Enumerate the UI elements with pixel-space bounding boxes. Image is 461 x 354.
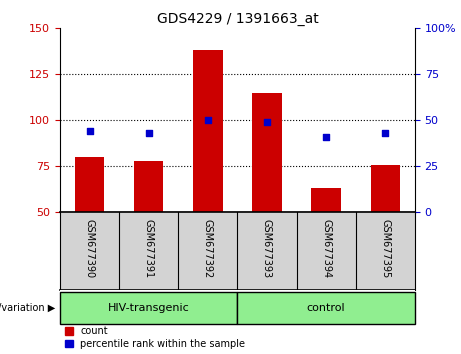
Text: genotype/variation ▶: genotype/variation ▶	[0, 303, 55, 313]
Text: GSM677393: GSM677393	[262, 219, 272, 278]
Bar	[60, 292, 237, 324]
Legend: count, percentile rank within the sample: count, percentile rank within the sample	[65, 326, 245, 349]
Point	[322, 134, 330, 140]
Point	[86, 129, 93, 134]
Bar	[193, 50, 223, 212]
Bar	[311, 188, 341, 212]
Text: HIV-transgenic: HIV-transgenic	[108, 303, 189, 313]
Text: control: control	[307, 303, 345, 313]
Point	[145, 130, 152, 136]
Text: GSM677391: GSM677391	[144, 219, 154, 278]
Bar	[75, 157, 104, 212]
Bar	[237, 292, 415, 324]
Text: GSM677392: GSM677392	[203, 219, 213, 278]
Point	[382, 130, 389, 136]
Point	[263, 119, 271, 125]
Bar	[252, 93, 282, 212]
Text: GSM677394: GSM677394	[321, 219, 331, 278]
Text: GSM677395: GSM677395	[380, 219, 390, 278]
Title: GDS4229 / 1391663_at: GDS4229 / 1391663_at	[157, 12, 318, 26]
Bar	[371, 165, 400, 212]
Text: GSM677390: GSM677390	[84, 219, 95, 278]
Point	[204, 118, 212, 123]
Bar	[134, 161, 164, 212]
